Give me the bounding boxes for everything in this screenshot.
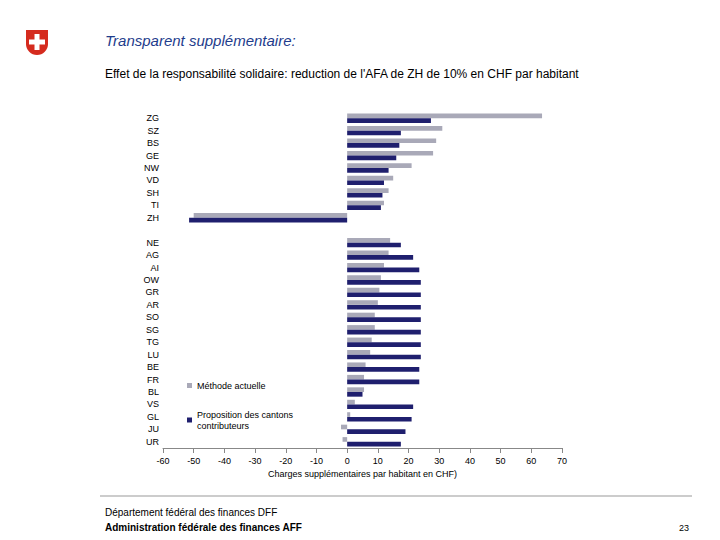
svg-text:60: 60: [526, 456, 536, 466]
svg-text:GL: GL: [147, 412, 159, 422]
svg-text:LU: LU: [147, 350, 159, 360]
svg-text:GE: GE: [146, 151, 159, 161]
svg-text:Transparent supplémentaire:: Transparent supplémentaire:: [105, 32, 296, 49]
svg-text:-20: -20: [279, 456, 292, 466]
svg-text:FR: FR: [147, 375, 159, 385]
svg-text:SH: SH: [146, 188, 159, 198]
svg-text:70: 70: [557, 456, 567, 466]
svg-text:AR: AR: [146, 300, 159, 310]
svg-text:23: 23: [679, 523, 689, 533]
svg-text:NE: NE: [146, 238, 159, 248]
svg-text:Administration fédérale des fi: Administration fédérale des finances AFF: [105, 522, 302, 533]
svg-text:-10: -10: [310, 456, 323, 466]
svg-text:20: 20: [404, 456, 414, 466]
svg-text:VD: VD: [146, 175, 159, 185]
svg-text:TI: TI: [151, 200, 159, 210]
svg-text:ZG: ZG: [147, 113, 160, 123]
svg-text:BS: BS: [147, 138, 159, 148]
svg-text:40: 40: [465, 456, 475, 466]
svg-text:Effet de la responsabilité sol: Effet de la responsabilité solidaire: re…: [105, 67, 579, 81]
svg-text:10: 10: [373, 456, 383, 466]
svg-text:GR: GR: [146, 287, 160, 297]
svg-text:OW: OW: [144, 275, 160, 285]
svg-text:NW: NW: [144, 163, 159, 173]
svg-text:VS: VS: [147, 399, 159, 409]
svg-text:Charges supplémentaires par ha: Charges supplémentaires par habitant en …: [268, 469, 457, 479]
svg-text:BL: BL: [148, 387, 159, 397]
svg-text:Département fédéral des financ: Département fédéral des finances DFF: [105, 507, 277, 518]
svg-text:JU: JU: [148, 424, 159, 434]
svg-text:SG: SG: [146, 325, 159, 335]
svg-text:SO: SO: [146, 312, 159, 322]
svg-text:0: 0: [345, 456, 350, 466]
svg-text:30: 30: [434, 456, 444, 466]
svg-text:UR: UR: [146, 437, 159, 447]
svg-text:50: 50: [496, 456, 506, 466]
svg-text:TG: TG: [147, 337, 160, 347]
svg-text:-50: -50: [187, 456, 200, 466]
svg-text:AI: AI: [150, 263, 159, 273]
svg-text:-30: -30: [249, 456, 262, 466]
svg-text:-40: -40: [218, 456, 231, 466]
svg-text:ZH: ZH: [147, 213, 159, 223]
svg-text:Proposition des cantons: Proposition des cantons: [197, 410, 296, 420]
svg-text:SZ: SZ: [147, 126, 159, 136]
svg-text:AG: AG: [146, 250, 159, 260]
svg-text:Méthode actuelle: Méthode actuelle: [197, 381, 266, 391]
svg-text:BE: BE: [147, 362, 159, 372]
svg-text:-60: -60: [156, 456, 169, 466]
svg-text:contributeurs: contributeurs: [197, 421, 250, 431]
